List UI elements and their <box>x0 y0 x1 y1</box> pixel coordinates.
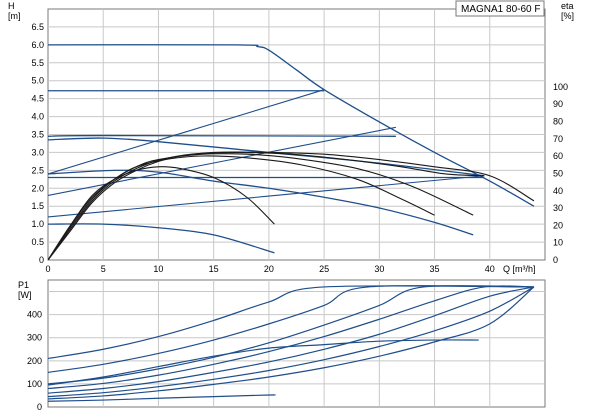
head-axis-label: H [m] <box>8 1 21 21</box>
flow-tick-labels: 0 5 10 15 20 25 30 35 40 <box>45 264 494 274</box>
efficiency-curve <box>48 166 275 260</box>
flow-tick-label: 40 <box>485 264 495 274</box>
flow-tick-label: 30 <box>374 264 384 274</box>
head-tick-label: 3.5 <box>31 130 44 140</box>
head-plot: 0 5 10 15 20 25 30 35 40 0 0.5 1.0 1.5 2.0 2.5 3.0 3.5 4… <box>8 0 574 274</box>
power-axis-label: P1 [W] <box>18 280 32 300</box>
efficiency-tick-label: 70 <box>553 134 563 144</box>
flow-tick-label: 15 <box>209 264 219 274</box>
flow-tick-label: 5 <box>101 264 106 274</box>
head-tick-label: 0.5 <box>31 237 44 247</box>
power-tick-label: 400 <box>27 310 42 320</box>
efficiency-tick-label: 30 <box>553 203 563 213</box>
power-plot-frame <box>47 279 546 408</box>
head-curve <box>48 44 535 207</box>
power-tick-label: 0 <box>37 402 42 412</box>
power-tick-label: 200 <box>27 356 42 366</box>
power-curve <box>48 286 535 398</box>
head-curve <box>48 134 396 137</box>
power-curve <box>48 339 479 386</box>
head-curve <box>48 137 485 177</box>
flow-tick-label: 10 <box>153 264 163 274</box>
head-curves <box>48 44 535 260</box>
model-label: MAGNA1 80-60 F <box>461 4 540 15</box>
head-tick-label: 4.0 <box>31 112 44 122</box>
power-curve <box>48 394 276 402</box>
power-curves <box>48 284 535 402</box>
head-tick-label: 5.5 <box>31 58 44 68</box>
power-tick-labels: 0 100 200 300 400 <box>27 310 42 412</box>
efficiency-tick-label: 0 <box>553 255 558 265</box>
power-curve <box>48 286 535 394</box>
head-curve <box>48 223 275 254</box>
efficiency-curve <box>48 151 485 260</box>
flow-tick-label: 20 <box>264 264 274 274</box>
head-grid <box>48 9 545 260</box>
efficiency-tick-label: 80 <box>553 117 563 127</box>
head-tick-label: 6.0 <box>31 40 44 50</box>
model-label-box: MAGNA1 80-60 F <box>455 0 545 17</box>
flow-tick-label: 35 <box>430 264 440 274</box>
efficiency-tick-label: 10 <box>553 238 563 248</box>
power-curve <box>48 284 534 373</box>
power-tick-label: 100 <box>27 379 42 389</box>
power-plot: 0 100 200 300 400 P1 [W] <box>18 279 546 412</box>
efficiency-curve <box>48 153 474 260</box>
efficiency-axis-label: eta [%] <box>561 1 574 21</box>
head-curve <box>48 169 474 236</box>
power-curve <box>48 286 535 400</box>
efficiency-tick-label: 60 <box>553 151 563 161</box>
system-curve <box>48 175 485 218</box>
head-tick-label: 2.0 <box>31 183 44 193</box>
head-tick-label: 0 <box>39 255 44 265</box>
efficiency-tick-label: 100 <box>553 82 568 92</box>
head-tick-label: 1.0 <box>31 219 44 229</box>
power-tick-label: 300 <box>27 333 42 343</box>
flow-axis-label: Q [m³/h] <box>503 264 536 274</box>
flow-tick-label: 0 <box>45 264 50 274</box>
head-tick-label: 5.0 <box>31 76 44 86</box>
power-curve <box>48 284 534 385</box>
head-tick-label: 4.5 <box>31 94 44 104</box>
head-tick-labels: 0 0.5 1.0 1.5 2.0 2.5 3.0 3.5 4.0 4.5 5.0 5.5 6.0 6.5 <box>31 22 44 265</box>
head-tick-label: 1.5 <box>31 201 44 211</box>
power-curve <box>48 285 534 390</box>
efficiency-tick-label: 20 <box>553 220 563 230</box>
efficiency-tick-labels: 0 10 20 30 40 50 60 70 80 90 100 <box>553 82 568 265</box>
efficiency-tick-label: 50 <box>553 168 563 178</box>
efficiency-curve <box>48 155 435 260</box>
head-tick-label: 6.5 <box>31 22 44 32</box>
system-curve <box>48 89 325 175</box>
head-tick-label: 3.0 <box>31 147 44 157</box>
efficiency-tick-label: 90 <box>553 99 563 109</box>
flow-tick-label: 25 <box>319 264 329 274</box>
system-curve <box>48 126 397 196</box>
efficiency-tick-label: 40 <box>553 186 563 196</box>
head-tick-label: 2.5 <box>31 165 44 175</box>
